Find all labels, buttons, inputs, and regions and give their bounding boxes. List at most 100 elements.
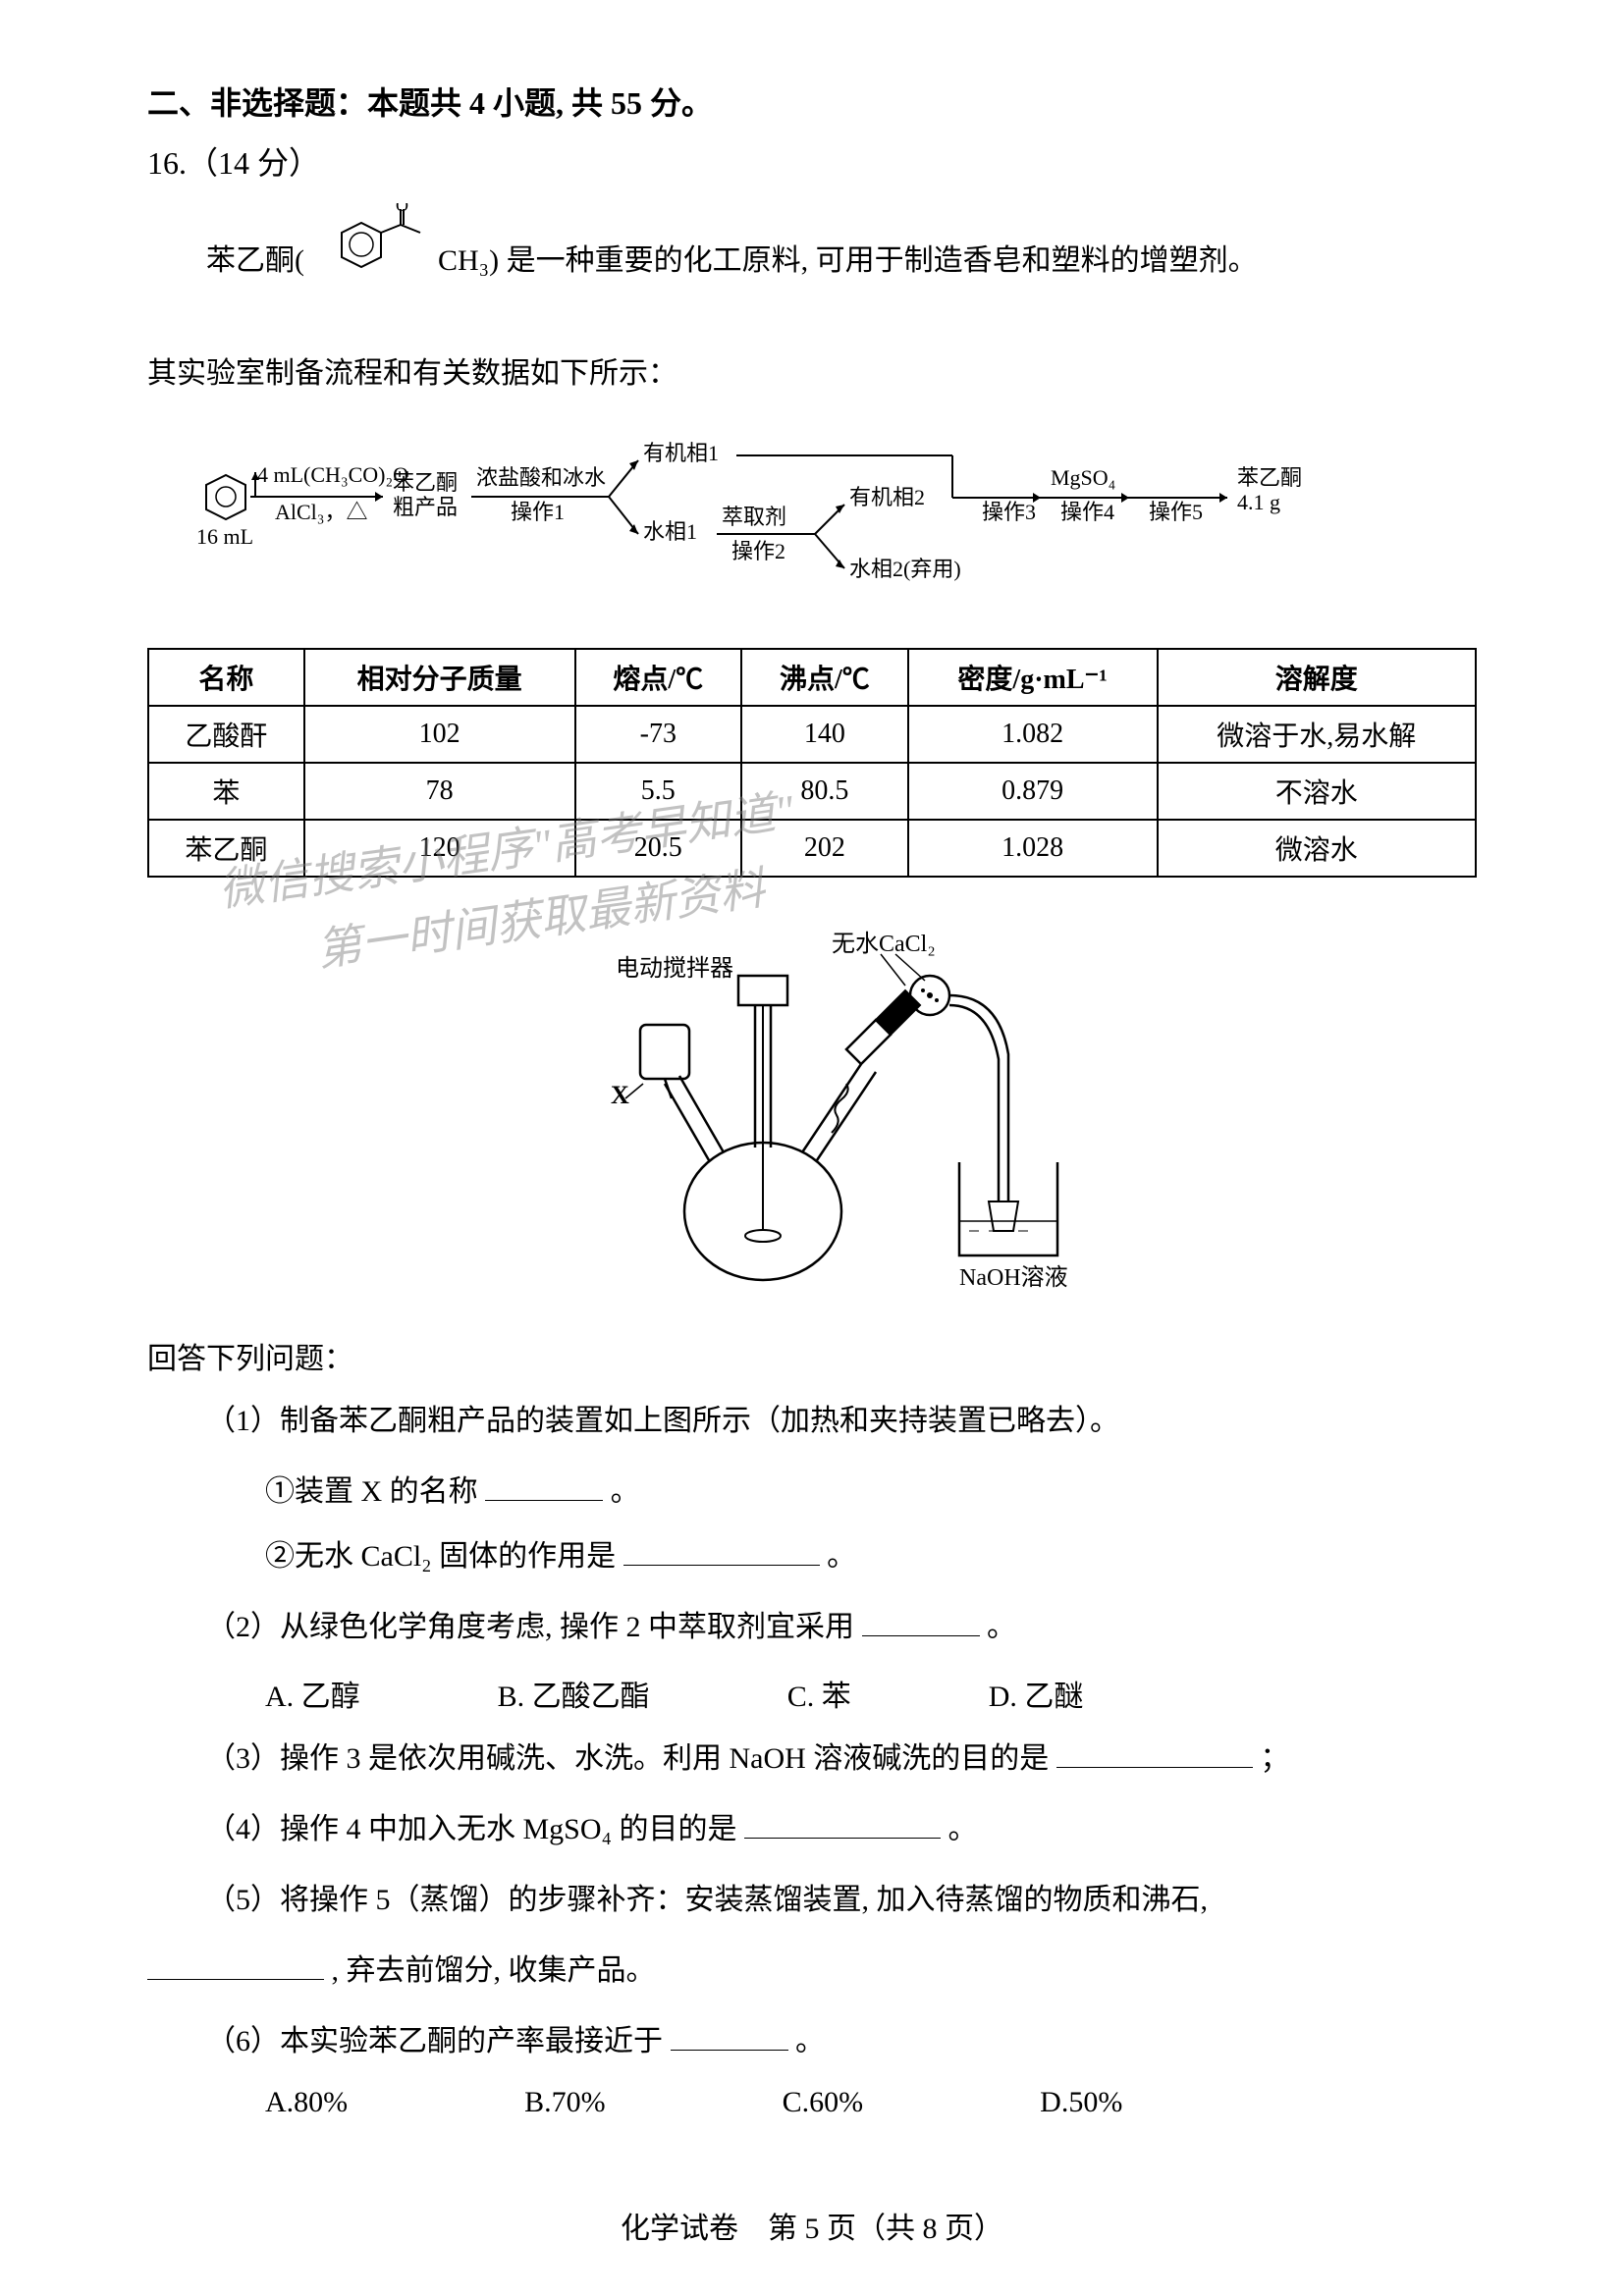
q2-options: A. 乙醇 B. 乙酸乙酯 C. 苯 D. 乙醚 [265,1672,1477,1715]
q3-prefix: （3）操作 3 是依次用碱洗、水洗。利用 NaOH 溶液碱洗的目的是 [206,1742,1049,1775]
col-bp: 沸点/℃ [741,649,908,706]
blank-q6[interactable] [671,2015,788,2051]
intro-line: 苯乙酮( O CH₃) 是一种重要的化工原料, 可用于制造香皂和塑料的增塑剂。 [206,203,1477,319]
stirrer-label: 电动搅拌器 [616,955,733,982]
q4-suffix: 。 [947,1813,977,1845]
q1: （1）制备苯乙酮粗产品的装置如上图所示（加热和夹持装置已略去）。 [206,1395,1477,1448]
q4: （4）操作 4 中加入无水 MgSO₄ 的目的是 。 [206,1803,1477,1856]
op1-reagent: 浓盐酸和冰水 [476,465,606,490]
q2-opt-a[interactable]: A. 乙醇 [265,1672,360,1715]
q6-opt-c[interactable]: C.60% [783,2086,864,2119]
table-cell: 20.5 [575,820,742,877]
blank-q1-2[interactable] [623,1530,820,1566]
table-cell: 苯乙酮 [148,820,304,877]
acetophenone-structure: O [312,203,430,319]
reagent-top: 4 mL(CH₃CO)₂O [257,462,408,487]
answer-prompt: 回答下列问题： [147,1334,1477,1377]
x-label: X [611,1081,629,1109]
q2-opt-d[interactable]: D. 乙醚 [989,1672,1084,1715]
q6-prefix: （6）本实验苯乙酮的产率最接近于 [206,2025,663,2057]
table-row: 苯乙酮12020.52021.028微溶水 [148,820,1476,877]
table-row: 乙酸酐102-731401.082微溶于水,易水解 [148,706,1476,763]
benzene-vol: 16 mL [196,524,253,549]
q4-prefix: （4）操作 4 中加入无水 MgSO₄ 的目的是 [206,1813,736,1845]
water2: 水相2(弃用) [849,557,961,581]
crude-label2: 粗产品 [393,495,458,519]
blank-q2[interactable] [862,1601,980,1636]
q2-prefix: （2）从绿色化学角度考虑, 操作 2 中萃取剂宜采用 [206,1611,854,1643]
q1-sub1-suffix: 。 [611,1475,640,1508]
q1-sub1-prefix: ①装置 X 的名称 [265,1475,478,1508]
mgso4: MgSO₄ [1051,465,1115,490]
table-row: 苯785.580.50.879不溶水 [148,763,1476,820]
table-cell: 微溶于水,易水解 [1158,706,1477,763]
organic1: 有机相1 [643,441,719,465]
table-cell: 1.028 [908,820,1158,877]
extract: 萃取剂 [722,505,786,529]
op4: 操作4 [1060,500,1114,524]
reagent-bot: AlCl₃，△ [275,500,367,524]
col-mp: 熔点/℃ [575,649,742,706]
table-cell: 78 [304,763,575,820]
table-cell: 102 [304,706,575,763]
q2: （2）从绿色化学角度考虑, 操作 2 中萃取剂宜采用 。 [206,1601,1477,1654]
flow-diagram: 16 mL 4 mL(CH₃CO)₂O AlCl₃，△ 苯乙酮 粗产品 浓盐酸和… [187,411,1477,618]
oxygen-label: O [396,203,408,215]
table-cell: 1.082 [908,706,1158,763]
question-number: 16.（14 分） [147,138,1477,184]
table-cell: 微溶水 [1158,820,1477,877]
q3: （3）操作 3 是依次用碱洗、水洗。利用 NaOH 溶液碱洗的目的是 ； [206,1733,1477,1786]
blank-q3[interactable] [1056,1733,1253,1768]
col-name: 名称 [148,649,304,706]
col-density: 密度/g·mL⁻¹ [908,649,1158,706]
table-cell: 乙酸酐 [148,706,304,763]
table-cell: -73 [575,706,742,763]
q1-sub2-suffix: 。 [827,1540,856,1573]
op5: 操作5 [1149,500,1203,524]
q1-sub1: ①装置 X 的名称 。 [265,1466,1477,1519]
col-mw: 相对分子质量 [304,649,575,706]
q6-options: A.80% B.70% C.60% D.50% [265,2086,1477,2119]
q5-line1: （5）将操作 5（蒸馏）的步骤补齐：安装蒸馏装置, 加入待蒸馏的物质和沸石, [206,1874,1477,1927]
table-cell: 不溶水 [1158,763,1477,820]
properties-table: 名称 相对分子质量 熔点/℃ 沸点/℃ 密度/g·mL⁻¹ 溶解度 乙酸酐102… [147,648,1477,878]
water1: 水相1 [643,519,697,544]
product2: 4.1 g [1237,490,1280,514]
page-footer: 化学试卷 第 5 页（共 8 页） [0,2204,1624,2247]
blank-q5[interactable] [147,1945,324,1980]
q6: （6）本实验苯乙酮的产率最接近于 。 [206,2015,1477,2068]
naoh-label: NaOH溶液 [959,1264,1068,1291]
q2-opt-b[interactable]: B. 乙酸乙酯 [498,1672,650,1715]
table-cell: 202 [741,820,908,877]
col-solubility: 溶解度 [1158,649,1477,706]
intro-suffix: CH₃) 是一种重要的化工原料, 可用于制造香皂和塑料的增塑剂。 [438,235,1258,288]
product1: 苯乙酮 [1237,465,1302,490]
q6-opt-d[interactable]: D.50% [1040,2086,1122,2119]
organic2: 有机相2 [849,485,925,509]
q3-suffix: ； [1260,1742,1289,1775]
q6-opt-a[interactable]: A.80% [265,2086,348,2119]
blank-q1-1[interactable] [485,1466,603,1501]
op3: 操作3 [982,500,1036,524]
table-header-row: 名称 相对分子质量 熔点/℃ 沸点/℃ 密度/g·mL⁻¹ 溶解度 [148,649,1476,706]
table-cell: 5.5 [575,763,742,820]
q5-line2: , 弃去前馏分, 收集产品。 [147,1945,1477,1998]
q5-suffix: , 弃去前馏分, 收集产品。 [332,1954,656,1987]
q6-suffix: 。 [795,2025,825,2057]
procedure-header: 其实验室制备流程和有关数据如下所示： [147,348,1477,392]
cacl2-label: 无水CaCl₂ [832,931,936,957]
crude-label: 苯乙酮 [393,470,458,495]
op2: 操作2 [731,539,785,563]
table-cell: 80.5 [741,763,908,820]
q6-opt-b[interactable]: B.70% [524,2086,606,2119]
q2-opt-c[interactable]: C. 苯 [787,1672,851,1715]
section-header: 二、非选择题：本题共 4 小题, 共 55 分。 [147,79,1477,124]
op1-label: 操作1 [511,500,565,524]
q1-sub2: ②无水 CaCl₂ 固体的作用是 。 [265,1530,1477,1583]
table-cell: 0.879 [908,763,1158,820]
q1-sub2-prefix: ②无水 CaCl₂ 固体的作用是 [265,1540,616,1573]
blank-q4[interactable] [744,1803,941,1839]
table-cell: 苯 [148,763,304,820]
table-cell: 140 [741,706,908,763]
apparatus-figure: X 电动搅拌器 无水CaCl₂ NaOH溶液 [147,907,1477,1305]
